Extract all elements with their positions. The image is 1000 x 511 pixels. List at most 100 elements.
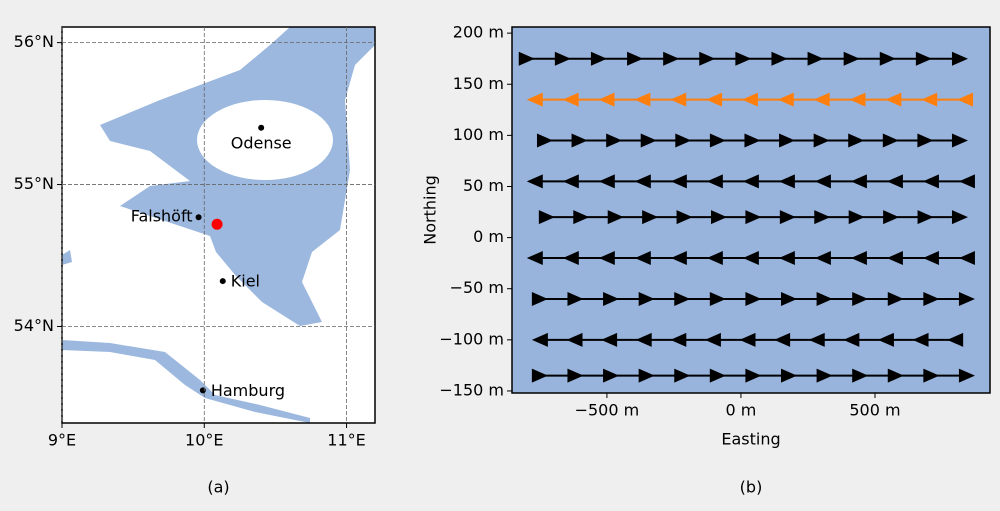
direction-arrow <box>879 51 896 66</box>
direction-arrow <box>922 251 939 266</box>
direction-arrow <box>808 332 825 347</box>
direction-arrow <box>814 251 831 266</box>
location-label: Falshöft <box>131 207 193 226</box>
direction-arrow <box>567 291 584 306</box>
direction-arrow <box>518 51 535 66</box>
location-dot <box>219 278 226 285</box>
direction-arrow <box>778 174 795 189</box>
direction-arrow <box>921 92 938 107</box>
direction-arrow <box>538 210 555 225</box>
direction-arrow <box>670 332 687 347</box>
direction-arrow <box>745 368 762 383</box>
direction-arrow <box>923 368 940 383</box>
direction-arrow <box>607 210 624 225</box>
location-dot <box>199 387 206 394</box>
highlight-dot <box>211 218 223 230</box>
y-tick-label: 55°N <box>14 174 54 193</box>
direction-arrow <box>774 332 791 347</box>
y-tick-label: 54°N <box>14 316 54 335</box>
x-tick-label: 0 m <box>726 401 757 420</box>
direction-arrow <box>674 368 691 383</box>
direction-arrow <box>709 368 726 383</box>
direction-arrow <box>571 133 588 148</box>
direction-arrow <box>670 251 687 266</box>
direction-arrow <box>598 92 615 107</box>
direction-arrow <box>590 51 607 66</box>
direction-arrow <box>947 332 964 347</box>
direction-arrow <box>816 368 833 383</box>
direction-arrow <box>710 210 727 225</box>
y-tick-label: 0 m <box>473 227 504 246</box>
direction-arrow <box>850 251 867 266</box>
x-tick-label: 10°E <box>185 431 223 450</box>
direction-arrow <box>813 133 830 148</box>
direction-arrow <box>709 291 726 306</box>
direction-arrow <box>912 332 929 347</box>
direction-arrow <box>554 51 571 66</box>
direction-arrow <box>917 133 934 148</box>
direction-arrow <box>742 174 759 189</box>
caption: (b) <box>740 478 763 497</box>
direction-arrow <box>848 133 865 148</box>
direction-arrow <box>566 332 583 347</box>
direction-arrow <box>735 51 752 66</box>
direction-arrow <box>882 133 899 148</box>
direction-arrow <box>951 133 968 148</box>
direction-arrow <box>779 133 796 148</box>
direction-arrow <box>606 133 623 148</box>
direction-arrow <box>601 332 618 347</box>
direction-arrow <box>634 92 651 107</box>
location-dot <box>258 124 265 131</box>
direction-arrow <box>670 174 687 189</box>
direction-arrow <box>922 174 939 189</box>
direction-arrow <box>706 251 723 266</box>
direction-arrow <box>742 251 759 266</box>
direction-arrow <box>627 51 644 66</box>
direction-arrow <box>638 368 655 383</box>
plot-background <box>512 27 990 393</box>
direction-arrow <box>706 92 723 107</box>
direction-arrow <box>915 51 932 66</box>
direction-arrow <box>531 291 548 306</box>
direction-arrow <box>663 51 680 66</box>
x-tick-label: −500 m <box>575 401 640 420</box>
direction-arrow <box>843 332 860 347</box>
direction-arrow <box>531 368 548 383</box>
y-axis-label: Northing <box>421 175 440 245</box>
x-tick-label: 500 m <box>849 401 900 420</box>
y-tick-label: 50 m <box>463 176 504 195</box>
direction-arrow <box>917 210 934 225</box>
direction-arrow <box>706 174 723 189</box>
direction-arrow <box>958 368 975 383</box>
x-tick-label: 11°E <box>327 431 365 450</box>
direction-arrow <box>562 174 579 189</box>
direction-arrow <box>638 291 655 306</box>
direction-arrow <box>957 92 974 107</box>
direction-arrow <box>741 92 758 107</box>
plot-frame <box>511 26 991 394</box>
direction-arrow <box>642 210 659 225</box>
direction-arrow <box>813 92 830 107</box>
direction-arrow <box>603 368 620 383</box>
direction-arrow <box>704 332 721 347</box>
direction-arrow <box>635 332 652 347</box>
map-sea <box>62 27 375 423</box>
direction-arrow <box>567 368 584 383</box>
direction-arrow <box>670 92 687 107</box>
direction-arrow <box>887 368 904 383</box>
direction-arrow <box>745 210 762 225</box>
y-tick-label: −50 m <box>450 278 504 297</box>
direction-arrow <box>852 368 869 383</box>
direction-arrow <box>573 210 590 225</box>
direction-arrow <box>676 210 693 225</box>
direction-arrow <box>562 251 579 266</box>
direction-arrow <box>640 133 657 148</box>
direction-arrow <box>923 291 940 306</box>
location-dot <box>195 214 202 221</box>
location-label: Hamburg <box>211 381 285 400</box>
direction-arrow <box>951 210 968 225</box>
x-axis-label: Easting <box>721 430 780 449</box>
direction-arrow <box>526 174 543 189</box>
direction-arrow <box>781 368 798 383</box>
